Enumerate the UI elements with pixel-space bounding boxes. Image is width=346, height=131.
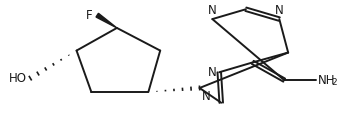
Text: HO: HO — [9, 72, 27, 85]
Text: N: N — [208, 66, 216, 79]
Text: N: N — [201, 90, 210, 103]
Text: N: N — [275, 4, 284, 17]
Text: F: F — [86, 9, 92, 22]
Polygon shape — [96, 13, 117, 28]
Text: N: N — [208, 4, 217, 17]
Text: 2: 2 — [331, 78, 337, 87]
Text: NH: NH — [318, 74, 335, 87]
